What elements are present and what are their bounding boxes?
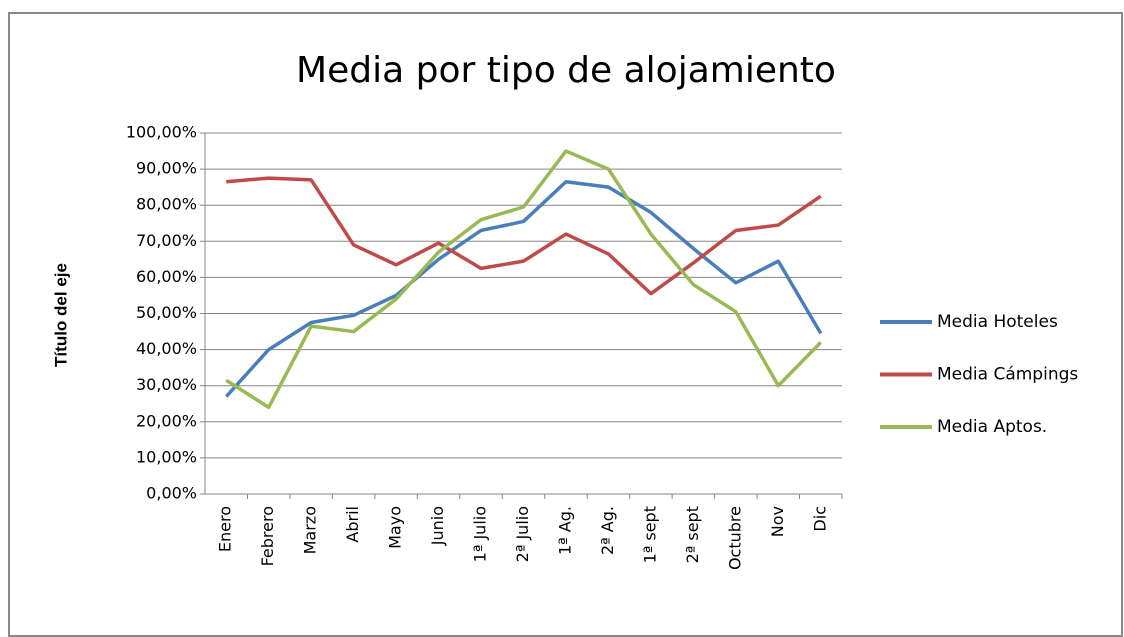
x-tick-label: Mayo xyxy=(386,506,405,549)
x-tick-label: Enero xyxy=(216,506,235,552)
legend-label: Media Aptos. xyxy=(937,417,1047,437)
x-tick-label: Abril xyxy=(343,506,362,543)
x-tick-label: Dic xyxy=(810,506,829,532)
x-tick-label: 1ª Ag. xyxy=(555,506,574,555)
x-tick-label: 2ª sept xyxy=(683,506,702,563)
series-line xyxy=(224,179,823,398)
y-tick-label: 80,00% xyxy=(136,195,197,214)
legend-label: Media Cámpings xyxy=(937,365,1078,385)
x-tick-label: Junio xyxy=(428,506,447,546)
x-tick-label: Febrero xyxy=(258,506,277,566)
y-tick-label: 100,00% xyxy=(126,123,197,142)
y-tick-label: 10,00% xyxy=(136,447,197,466)
y-tick-label: 40,00% xyxy=(136,339,197,358)
y-tick-label: 50,00% xyxy=(136,303,197,322)
legend-label: Media Hoteles xyxy=(937,312,1058,332)
chart-frame xyxy=(8,12,1123,637)
x-tick-label: Marzo xyxy=(301,506,320,554)
x-tick-label: 2ª Julio xyxy=(513,506,532,562)
series-line xyxy=(225,149,823,410)
y-tick-label: 0,00% xyxy=(146,484,197,503)
chart-title: Media por tipo de alojamiento xyxy=(296,50,836,91)
y-tick-label: 90,00% xyxy=(136,159,197,178)
y-axis-title: Título del eje xyxy=(51,263,70,367)
x-tick-label: 1ª Julio xyxy=(471,506,490,562)
y-tick-label: 30,00% xyxy=(136,375,197,394)
series-line xyxy=(226,176,822,296)
y-tick-label: 70,00% xyxy=(136,231,197,250)
x-tick-label: Nov xyxy=(768,506,787,537)
x-tick-label: 2ª Ag. xyxy=(598,506,617,555)
y-tick-label: 20,00% xyxy=(136,411,197,430)
y-tick-label: 60,00% xyxy=(136,267,197,286)
x-tick-label: 1ª sept xyxy=(640,506,659,563)
x-tick-label: Octubre xyxy=(725,506,744,570)
